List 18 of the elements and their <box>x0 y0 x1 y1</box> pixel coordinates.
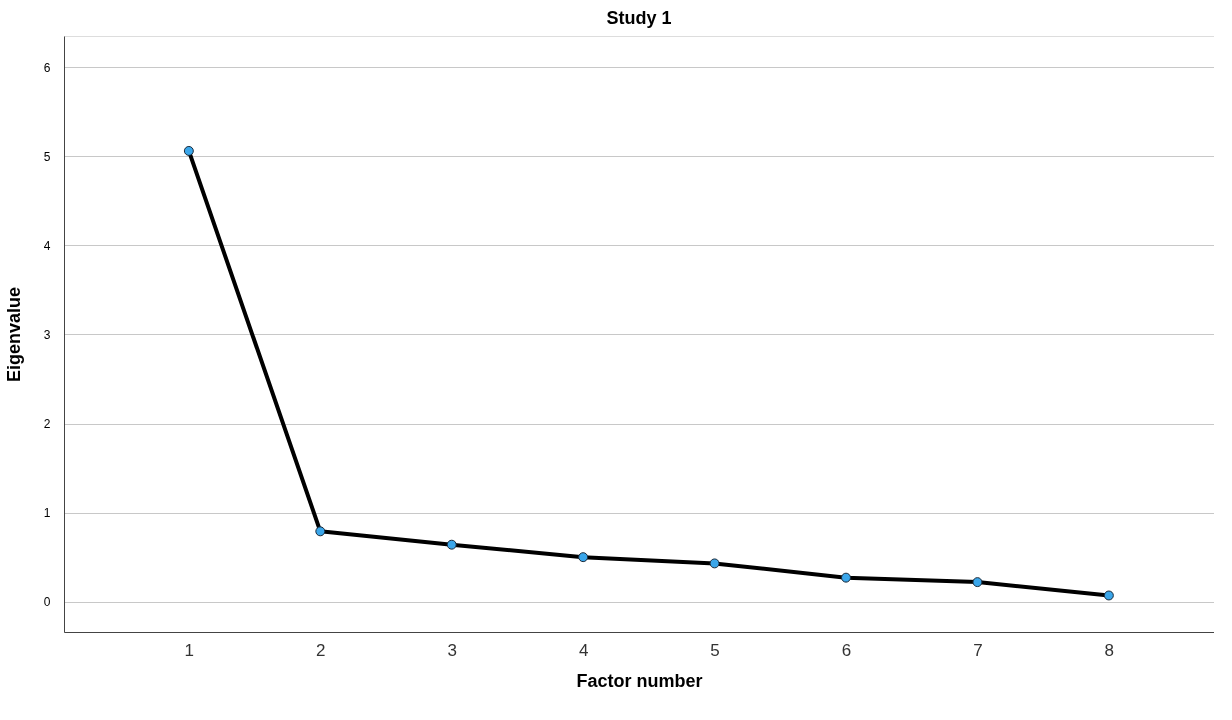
chart-title: Study 1 <box>606 8 672 28</box>
x-tick-label: 1 <box>184 640 195 660</box>
x-tick-label: 6 <box>841 640 852 660</box>
y-tick-label: 2 <box>43 417 51 432</box>
x-tick-label: 7 <box>973 640 983 660</box>
x-axis-title: Factor number <box>576 670 703 691</box>
x-tick-label: 2 <box>316 640 326 660</box>
y-tick-label: 6 <box>43 60 51 75</box>
y-tick-label: 0 <box>43 595 51 610</box>
x-tick-label: 8 <box>1104 640 1115 660</box>
x-tick-label: 4 <box>578 640 589 660</box>
x-tick-label: 5 <box>710 640 720 660</box>
y-axis-title: Eigenvalue <box>3 286 24 383</box>
x-tick-label: 3 <box>447 640 457 660</box>
y-tick-label: 4 <box>43 238 51 253</box>
y-tick-label: 3 <box>43 327 51 342</box>
y-tick-label: 1 <box>43 506 51 521</box>
y-tick-label: 5 <box>43 149 51 164</box>
